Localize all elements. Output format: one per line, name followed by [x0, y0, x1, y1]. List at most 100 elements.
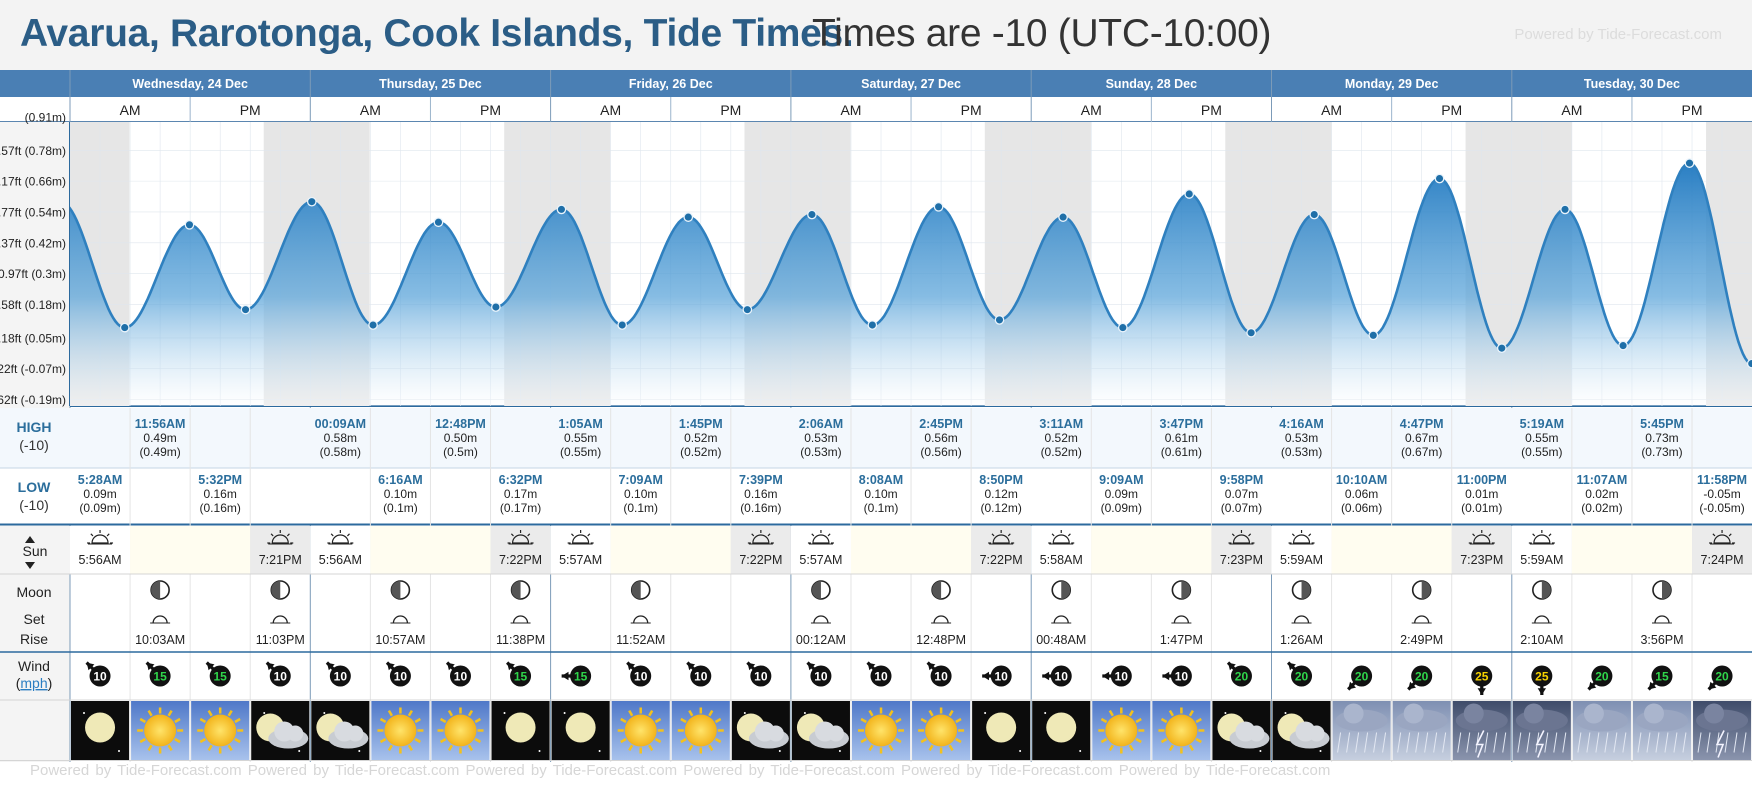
sun-glyph: [1105, 714, 1138, 747]
sun-ray: [414, 717, 421, 724]
tide-height-metric: (0.1m): [864, 501, 899, 515]
tide-height: 0.73m: [1645, 431, 1678, 445]
sun-ray: [628, 709, 634, 717]
sun-ray: [270, 533, 274, 537]
sun-ray: [439, 717, 447, 724]
rain-streak: [1562, 732, 1567, 753]
sun-ray: [1128, 744, 1134, 752]
tide-height-metric: (0.49m): [139, 445, 180, 459]
rain-streak: [1373, 732, 1378, 753]
sun-ray: [648, 709, 654, 717]
tide-height-metric: (0.5m): [443, 445, 478, 459]
wind-badge: [810, 665, 832, 687]
tide-height: 0.55m: [564, 431, 597, 445]
tide-point: [184, 219, 195, 230]
footer-watermark: Powered by Tide-Forecast.com Powered by …: [30, 762, 1331, 779]
high-tide-time: 2:45PM: [919, 417, 963, 431]
tide-point: [368, 320, 378, 330]
sun-ray: [174, 737, 181, 744]
sun-half: [1052, 534, 1070, 544]
wind-speed: 10: [454, 670, 468, 684]
weather-storm-icon: [1452, 701, 1511, 760]
day-label: Friday, 26 Dec: [629, 77, 713, 91]
moon-time: 1:47PM: [1160, 633, 1203, 647]
sunset-time: 7:22PM: [980, 553, 1023, 567]
weather-cloud-moon-icon: [311, 701, 370, 760]
sun-ray: [895, 717, 902, 724]
moon-phase-icon: [150, 580, 170, 600]
moon-phase-icon: [1411, 580, 1432, 600]
sunset-time: 7:21PM: [259, 553, 302, 567]
high-tide-time: 00:09AM: [315, 417, 366, 431]
wind-speed: 10: [994, 670, 1008, 684]
wind-head: [1477, 688, 1486, 695]
wind-badge: [990, 665, 1012, 687]
wind-arrow-icon: 10: [806, 661, 832, 687]
sun-ray: [467, 744, 474, 752]
moon-shadow: [391, 581, 401, 599]
tide-point: [433, 217, 444, 228]
sunrise-icon: [87, 530, 114, 545]
sun-ray: [1128, 709, 1134, 717]
wind-arrow-icon: 10: [1042, 665, 1072, 687]
tide-point: [742, 304, 753, 315]
moon-glyph: [85, 712, 116, 743]
star: [83, 712, 85, 714]
sun-ray: [654, 717, 662, 724]
star: [118, 750, 120, 752]
sun-ray: [1728, 533, 1732, 537]
wind-badge: [1651, 665, 1673, 687]
rain-streak: [1415, 732, 1420, 753]
sun-slot-evening: [971, 526, 1032, 574]
high-tide-time: 3:11AM: [1039, 417, 1083, 431]
low-tide-time: 11:58PM: [1697, 473, 1747, 487]
tide-height: 0.61m: [1165, 431, 1198, 445]
sun-half: [1473, 534, 1491, 544]
moon-arc: [1053, 615, 1069, 624]
rain-streak: [1544, 732, 1549, 753]
wind-speed: 10: [934, 670, 948, 684]
wind-speed: 10: [1115, 670, 1129, 684]
sun-ray: [199, 717, 207, 724]
y-tick-label: 0.58ft (0.18m): [0, 298, 66, 312]
moon-phase-icon: [510, 580, 531, 600]
wind-unit-link[interactable]: mph: [20, 675, 47, 691]
rain-streak: [1484, 732, 1489, 753]
sunset-icon: [1468, 530, 1495, 545]
sun-ray: [167, 744, 173, 752]
moon-time: 12:48PM: [916, 633, 966, 647]
moon-time: 00:12AM: [796, 633, 846, 647]
wind-speed: 20: [1415, 670, 1429, 684]
am-label: AM: [600, 102, 621, 118]
tide-height-metric: (0.1m): [383, 501, 418, 515]
sun-ray: [767, 533, 771, 537]
moon-time: 11:38PM: [496, 633, 545, 647]
tide-height-metric: (0.07m): [1221, 501, 1262, 515]
weather-moon-icon: [71, 701, 130, 760]
moon-set-icon: [810, 615, 831, 624]
sun-slot-day: [1331, 526, 1452, 574]
sunrise-time: 5:59AM: [1520, 553, 1563, 567]
tide-point: [1368, 330, 1379, 341]
wind-head: [1708, 681, 1717, 690]
sun-ray: [387, 709, 393, 717]
tide-height: 0.09m: [1105, 487, 1138, 501]
rain-streak: [1346, 732, 1351, 753]
sun-ray: [1231, 533, 1235, 537]
sun-ray: [708, 709, 714, 717]
high-tz-label: (-10): [19, 437, 49, 453]
sun-ray: [920, 717, 927, 724]
sun-glyph: [1165, 714, 1198, 747]
sun-ray: [234, 737, 241, 744]
wind-speed: 25: [1535, 670, 1549, 684]
tide-height: 0.58m: [324, 431, 357, 445]
y-tick-label: (0.91m): [25, 110, 66, 124]
low-tide-time: 8:50PM: [979, 473, 1023, 487]
low-tide-time: 8:08AM: [859, 473, 903, 487]
sun-ray: [1248, 533, 1252, 537]
pm-label: PM: [240, 102, 261, 118]
tide-point: [933, 201, 944, 212]
moon-phase-icon: [1291, 580, 1312, 600]
wind-label: Wind: [18, 658, 50, 674]
sun-ray: [1168, 709, 1174, 717]
